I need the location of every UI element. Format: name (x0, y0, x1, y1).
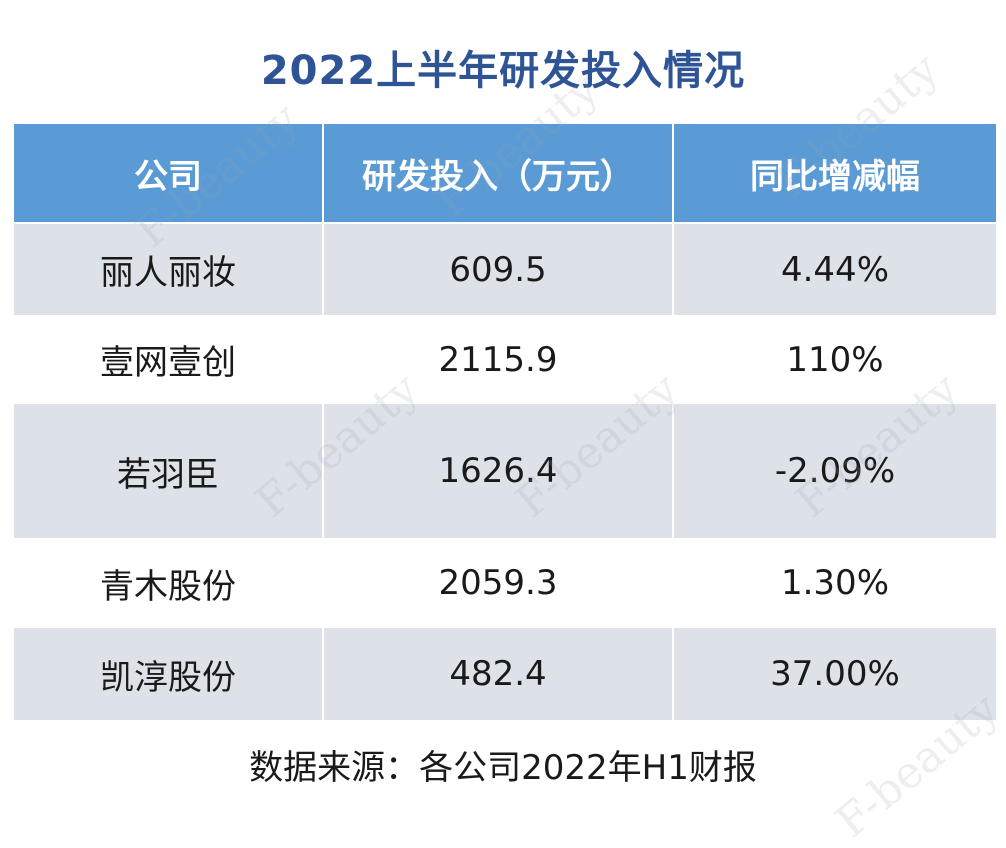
column-header: 研发投入（万元） (322, 122, 674, 224)
table-cell: 2115.9 (322, 315, 674, 404)
table-cell: 丽人丽妆 (12, 222, 324, 317)
column-header: 公司 (12, 122, 324, 224)
table-row: 丽人丽妆 609.5 4.44% (12, 222, 998, 317)
table-cell: 壹网壹创 (12, 315, 324, 404)
source-note: 数据来源：各公司2022年H1财报 (249, 748, 757, 788)
data-table: 公司 研发投入（万元） 同比增减幅 丽人丽妆 609.5 4.44% 壹网壹创 2115.9… (12, 122, 998, 722)
table-cell: -2.09% (672, 402, 998, 540)
table-cell: 1626.4 (322, 402, 674, 540)
table-row: 青木股份 2059.3 1.30% (12, 538, 998, 628)
table-cell: 凯淳股份 (12, 626, 324, 722)
table-cell: 1.30% (672, 538, 998, 628)
page: {"header": {"title": "2022上半年研发投入情况"}, "… (12, 43, 1006, 848)
table-row: 壹网壹创 2115.9 110% (12, 315, 998, 404)
table-cell: 若羽臣 (12, 402, 324, 540)
table-cell: 609.5 (322, 222, 674, 317)
table-row: 凯淳股份 482.4 37.00% (12, 626, 998, 722)
table-cell: 482.4 (322, 626, 674, 722)
table-cell: 4.44% (672, 222, 998, 317)
column-header: 同比增减幅 (672, 122, 998, 224)
table-cell: 37.00% (672, 626, 998, 722)
table-body: 丽人丽妆 609.5 4.44% 壹网壹创 2115.9 110% 若羽臣 1626.4 -2.… (12, 222, 998, 722)
table-row: 若羽臣 1626.4 -2.09% (12, 402, 998, 540)
title: 2022上半年研发投入情况 (260, 48, 746, 94)
header-row: 公司 研发投入（万元） 同比增减幅 (12, 122, 998, 224)
table-cell: 青木股份 (12, 538, 324, 628)
table-cell: 2059.3 (322, 538, 674, 628)
table-cell: 110% (672, 315, 998, 404)
